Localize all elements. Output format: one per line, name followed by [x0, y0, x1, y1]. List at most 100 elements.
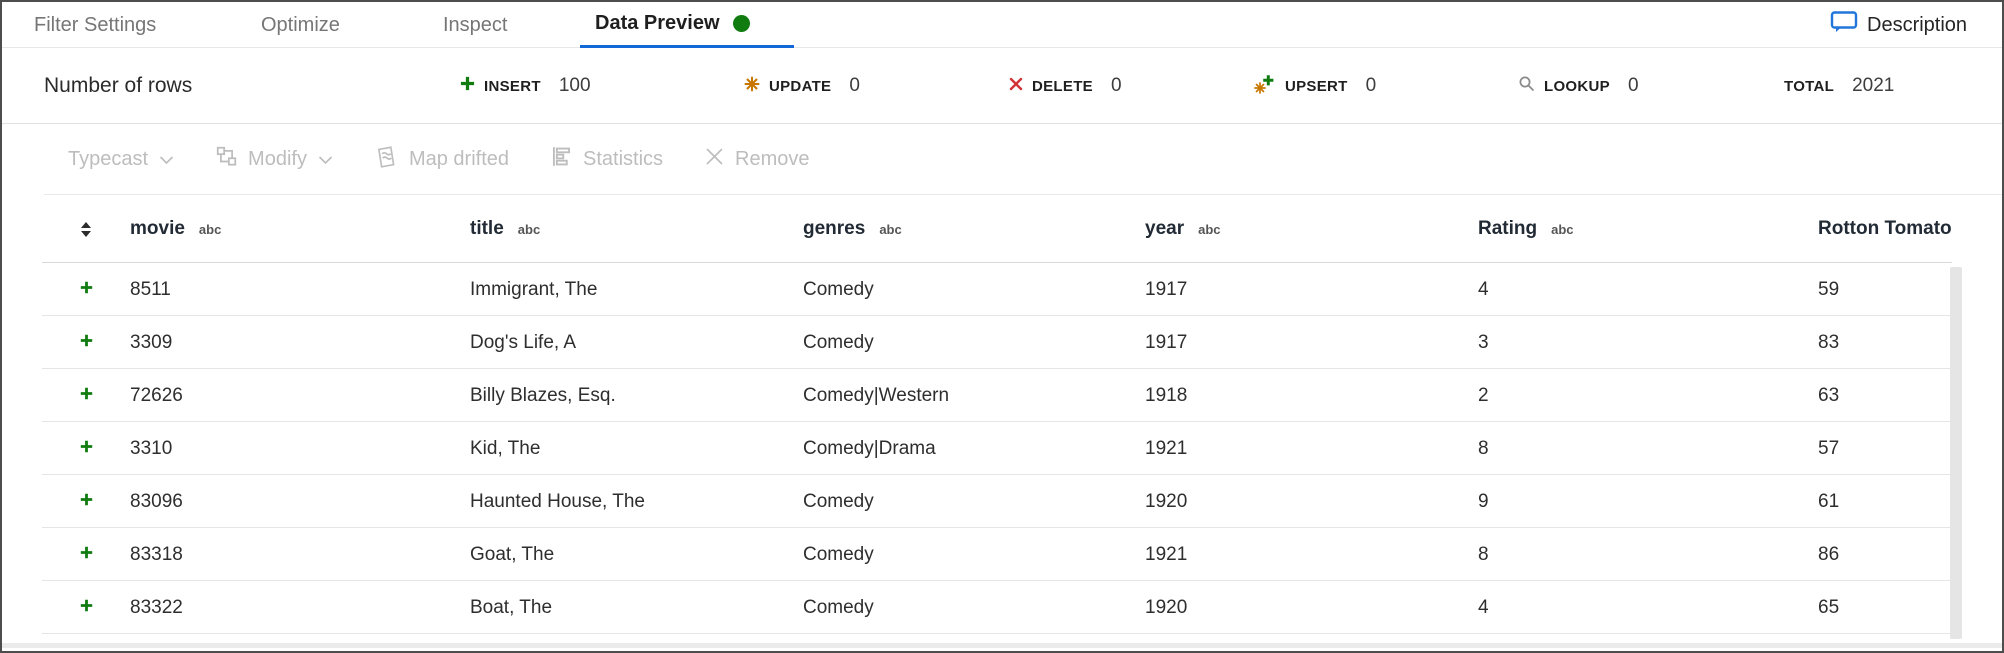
- metric-value: 0: [1365, 75, 1377, 96]
- grid-toolbar: Typecast Modify: [2, 124, 2002, 195]
- cell-movie: 3310: [130, 437, 173, 459]
- cell-rating: 3: [1478, 331, 1489, 353]
- metric-value: 0: [1110, 75, 1122, 96]
- insert-row-icon: [80, 493, 93, 511]
- table-row[interactable]: 3309 Dog's Life, A Comedy 1917 3 83: [42, 316, 2002, 369]
- cell-year: 1918: [1145, 384, 1188, 406]
- tab-inspect[interactable]: Inspect: [443, 2, 507, 48]
- button-label: Remove: [735, 148, 810, 170]
- metric-value: 0: [1627, 75, 1639, 96]
- upsert-icon: [1254, 73, 1276, 100]
- metric-total: TOTAL 2021: [1784, 48, 1894, 124]
- cell-title: Goat, The: [470, 543, 555, 565]
- description-button[interactable]: Description: [1830, 2, 1967, 48]
- cell-rotton-tomato: 86: [1818, 543, 1840, 565]
- insert-row-icon: [80, 599, 93, 617]
- column-header-rating[interactable]: Rating abc: [1478, 218, 1818, 240]
- button-label: Statistics: [583, 148, 664, 170]
- comment-icon: [1830, 10, 1858, 40]
- column-name: movie: [130, 218, 185, 239]
- modify-branch-icon: [216, 146, 237, 173]
- metric-upsert: UPSERT 0: [1254, 48, 1376, 124]
- cell-title: Immigrant, The: [470, 278, 598, 300]
- metric-insert: INSERT 100: [460, 48, 591, 124]
- vertical-scrollbar[interactable]: [1950, 267, 1962, 639]
- cell-genres: Comedy|Western: [803, 384, 950, 406]
- cell-year: 1921: [1145, 543, 1188, 565]
- column-type-badge: abc: [517, 222, 541, 237]
- cell-title: Dog's Life, A: [470, 331, 577, 353]
- typecast-button[interactable]: Typecast: [68, 148, 174, 171]
- insert-plus-icon: [460, 76, 475, 96]
- lookup-magnifier-icon: [1518, 75, 1535, 97]
- button-label: Typecast: [68, 148, 149, 170]
- column-header-year[interactable]: year abc: [1145, 218, 1478, 240]
- tab-data-preview[interactable]: Data Preview: [580, 2, 794, 48]
- cell-year: 1917: [1145, 331, 1188, 353]
- sort-icon[interactable]: [42, 221, 130, 237]
- cell-year: 1917: [1145, 278, 1188, 300]
- cell-movie: 83096: [130, 490, 183, 512]
- button-label: Map drifted: [408, 148, 510, 170]
- metric-label: UPDATE: [769, 77, 832, 95]
- modify-button[interactable]: Modify: [216, 146, 333, 173]
- insert-row-icon: [80, 281, 93, 299]
- table-row[interactable]: 83096 Haunted House, The Comedy 1920 9 6…: [42, 475, 2002, 528]
- cell-rotton-tomato: 65: [1818, 596, 1840, 618]
- cell-year: 1921: [1145, 437, 1188, 459]
- grid-header-row: movie abc title abc genres abc year abc …: [42, 195, 2002, 263]
- insert-row-icon: [80, 387, 93, 405]
- insert-row-icon: [80, 334, 93, 352]
- cell-year: 1920: [1145, 596, 1188, 618]
- cell-movie: 83318: [130, 543, 183, 565]
- data-preview-grid: movie abc title abc genres abc year abc …: [2, 195, 2002, 634]
- column-header-movie[interactable]: movie abc: [130, 218, 470, 240]
- metric-value: 0: [849, 75, 860, 96]
- column-type-badge: abc: [1551, 222, 1574, 237]
- description-label: Description: [1867, 13, 1968, 36]
- table-row[interactable]: 83318 Goat, The Comedy 1921 8 86: [42, 528, 2002, 581]
- horizontal-scrollbar[interactable]: [2, 643, 2002, 648]
- cell-rotton-tomato: 61: [1818, 490, 1840, 512]
- cell-year: 1920: [1145, 490, 1188, 512]
- cell-rating: 8: [1478, 543, 1489, 565]
- update-asterisk-icon: [744, 76, 760, 97]
- table-row[interactable]: 3310 Kid, The Comedy|Drama 1921 8 57: [42, 422, 2002, 475]
- status-dot-icon: [732, 15, 750, 32]
- cell-title: Kid, The: [470, 437, 541, 459]
- table-row[interactable]: 8511 Immigrant, The Comedy 1917 4 59: [42, 263, 2002, 316]
- tab-filter-settings[interactable]: Filter Settings: [34, 2, 156, 48]
- table-row[interactable]: 72626 Billy Blazes, Esq. Comedy|Western …: [42, 369, 2002, 422]
- metric-update: UPDATE 0: [744, 48, 860, 124]
- column-name: genres: [803, 218, 866, 239]
- remove-x-icon: [705, 147, 724, 172]
- delete-x-icon: [1009, 77, 1023, 96]
- column-header-title[interactable]: title abc: [470, 218, 803, 240]
- tab-label: Inspect: [443, 13, 508, 36]
- map-drifted-button[interactable]: Map drifted: [375, 144, 509, 175]
- column-name: Rotton Tomato: [1818, 218, 1952, 239]
- tab-label: Filter Settings: [34, 13, 157, 36]
- column-header-genres[interactable]: genres abc: [803, 218, 1145, 240]
- tab-optimize[interactable]: Optimize: [261, 2, 340, 48]
- statistics-button[interactable]: Statistics: [551, 146, 663, 173]
- row-stats-bar: Number of rows INSERT 100 UPDATE 0: [2, 48, 2002, 124]
- column-type-badge: abc: [879, 222, 902, 237]
- cell-rating: 8: [1478, 437, 1489, 459]
- cell-title: Billy Blazes, Esq.: [470, 384, 616, 406]
- metric-lookup: LOOKUP 0: [1518, 48, 1639, 124]
- cell-movie: 8511: [130, 278, 171, 300]
- cell-genres: Comedy: [803, 331, 874, 353]
- table-row[interactable]: 83322 Boat, The Comedy 1920 4 65: [42, 581, 2002, 634]
- metric-value: 100: [558, 75, 591, 96]
- metric-value: 2021: [1852, 75, 1895, 96]
- metric-label: DELETE: [1032, 77, 1093, 95]
- remove-button[interactable]: Remove: [705, 147, 810, 172]
- cell-rotton-tomato: 57: [1818, 437, 1840, 459]
- column-header-rotton-tomato[interactable]: Rotton Tomato: [1818, 218, 2002, 240]
- button-label: Modify: [248, 148, 307, 170]
- cell-genres: Comedy: [803, 543, 874, 565]
- statistics-chart-icon: [551, 146, 572, 173]
- column-name: Rating: [1478, 218, 1538, 239]
